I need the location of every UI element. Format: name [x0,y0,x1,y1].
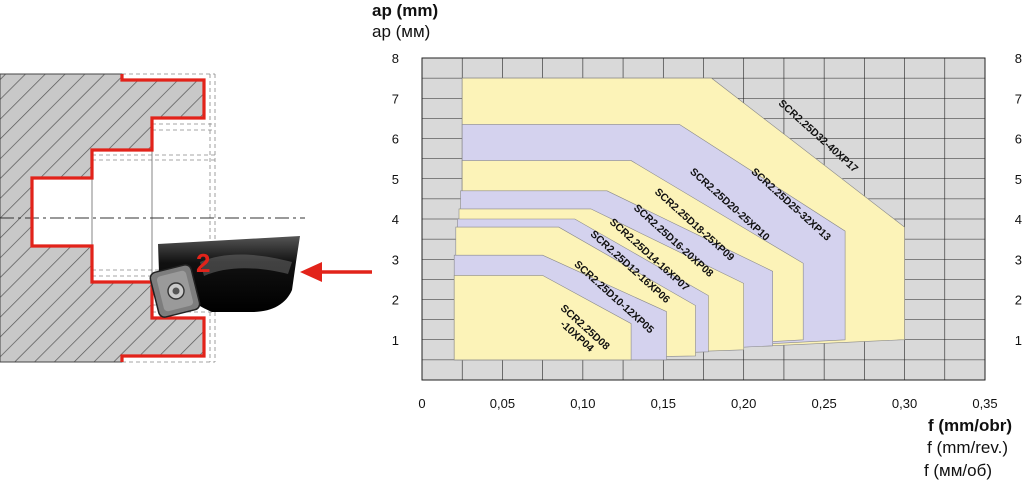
y-axis-title: ap (mm) [372,1,438,20]
feed-arrow-icon [300,262,372,282]
y-tick-label-left: 5 [392,172,399,187]
tool-number-label: 2 [196,248,210,278]
bands [453,77,905,361]
y-tick-label-right: 5 [1015,172,1022,187]
x-tick-label: 0,15 [651,396,676,411]
y-tick-label-right: 6 [1015,132,1022,147]
y-tick-label-right: 3 [1015,252,1022,267]
machined-profile [30,74,206,362]
chart: SCR2.25D32-40XP17SCR2.25D25-32XP13SCR2.2… [372,1,1022,480]
x-tick-label: 0,20 [731,396,756,411]
plot-frame [421,57,986,381]
y-tick-labels-left: 1 2 3 4 5 6 7 8 [392,51,399,348]
x-tick-label: 0,35 [972,396,997,411]
y-tick-label-left: 3 [392,252,399,267]
x-tick-label: 0,10 [570,396,595,411]
y-tick-label-right: 7 [1015,91,1022,106]
y-axis-title-ru: ap (мм) [372,22,430,41]
y-tick-label-left: 2 [392,293,399,308]
band-area-9 [453,275,632,361]
y-tick-label-right: 2 [1015,293,1022,308]
y-tick-label-left: 7 [392,91,399,106]
x-axis-title: f (mm/obr) [928,416,1012,435]
x-tick-label: 0,25 [811,396,836,411]
y-tick-label-left: 8 [392,51,399,66]
y-tick-label-right: 1 [1015,333,1022,348]
y-tick-labels-right: 1 2 3 4 5 6 7 8 [1015,51,1022,348]
y-tick-label-right: 4 [1015,212,1022,227]
y-tick-label-left: 6 [392,132,399,147]
x-axis-title-ru: f (мм/об) [924,461,992,480]
x-axis-title-en: f (mm/rev.) [927,438,1008,457]
x-tick-label: 0,05 [490,396,515,411]
y-tick-label-left: 1 [392,333,399,348]
x-tick-label: 0 [418,396,425,411]
boring-tool-icon: 2 [149,236,300,318]
x-tick-labels: 0 0,05 0,10 0,15 0,20 0,25 0,30 0,35 [418,396,997,411]
y-tick-label-left: 4 [392,212,399,227]
x-tick-label: 0,30 [892,396,917,411]
workpiece-illustration: 2 [0,73,372,363]
y-tick-label-right: 8 [1015,51,1022,66]
